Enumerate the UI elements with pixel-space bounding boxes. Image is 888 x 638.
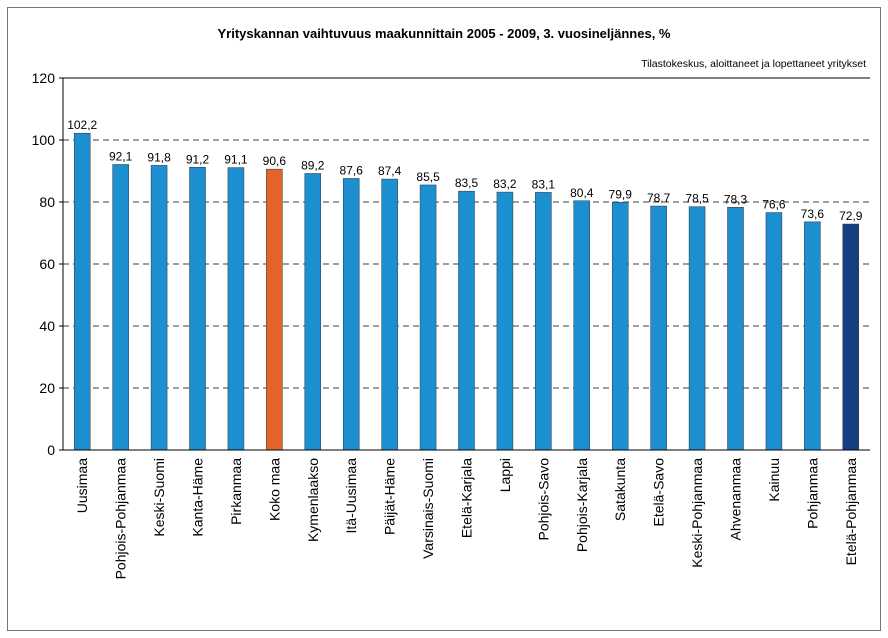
- chart-border: [7, 7, 881, 631]
- data-label: 78,7: [647, 191, 671, 205]
- y-tick-label: 40: [39, 318, 55, 334]
- x-tick-label: Satakunta: [612, 458, 628, 521]
- bar: [150, 165, 168, 451]
- data-label: 89,2: [301, 158, 325, 172]
- bar: [304, 173, 322, 451]
- bar: [573, 200, 591, 451]
- x-tick-label: Pohjois-Savo: [535, 458, 551, 541]
- x-tick-label: Lappi: [497, 458, 513, 492]
- y-tick-label: 0: [47, 442, 55, 458]
- data-label: 76,6: [762, 198, 786, 212]
- bar: [727, 207, 744, 451]
- bar: [765, 212, 783, 451]
- data-label: 83,1: [532, 177, 556, 191]
- data-label: 102,2: [67, 118, 97, 132]
- data-label: 87,4: [378, 164, 402, 178]
- bar: [189, 167, 206, 451]
- bar: [227, 167, 245, 451]
- data-label: 83,5: [455, 176, 479, 190]
- x-tick-label: Pohjois-Pohjanmaa: [113, 458, 129, 580]
- x-tick-label: Itä-Uusimaa: [343, 458, 359, 534]
- bar: [112, 164, 129, 451]
- y-tick-label: 80: [39, 194, 55, 210]
- y-tick-label: 20: [39, 380, 55, 396]
- data-label: 92,1: [109, 149, 133, 163]
- x-tick-label: Varsinais-Suomi: [420, 458, 436, 559]
- bar: [73, 132, 91, 451]
- bar: [381, 178, 398, 451]
- data-label: 72,9: [839, 209, 863, 223]
- data-label: 87,6: [340, 163, 364, 177]
- bar: [342, 178, 360, 451]
- x-tick-label: Pohjanmaa: [804, 458, 820, 529]
- data-label: 78,5: [685, 192, 709, 206]
- x-tick-label: Päijät-Häme: [382, 458, 398, 535]
- x-tick-label: Etelä-Karjala: [459, 458, 475, 538]
- x-tick-label: Kainuu: [766, 458, 782, 502]
- data-label: 91,1: [224, 153, 248, 167]
- data-label: 79,9: [609, 187, 633, 201]
- bar: [688, 206, 706, 451]
- chart-subtitle: Tilastokeskus, aloittaneet ja lopettanee…: [641, 58, 866, 70]
- y-tick-label: 60: [39, 256, 55, 272]
- bar: [535, 192, 552, 451]
- bar: [496, 191, 514, 451]
- data-label: 73,6: [801, 207, 825, 221]
- x-tick-label: Kymenlaakso: [305, 458, 321, 542]
- x-tick-label: Pirkanmaa: [228, 458, 244, 525]
- bar: [842, 223, 860, 451]
- x-tick-label: Keski-Suomi: [151, 458, 167, 537]
- chart-title: Yrityskannan vaihtuvuus maakunnittain 20…: [217, 26, 670, 41]
- x-tick-label: Uusimaa: [74, 458, 90, 513]
- bar: [804, 221, 821, 451]
- bar: [458, 190, 475, 451]
- x-tick-label: Keski-Pohjanmaa: [689, 458, 705, 568]
- data-label: 83,2: [493, 177, 517, 191]
- x-tick-label: Etelä-Pohjanmaa: [843, 458, 859, 566]
- data-label: 80,4: [570, 186, 594, 200]
- data-label: 91,2: [186, 152, 210, 166]
- x-tick-label: Ahvenanmaa: [728, 458, 744, 541]
- data-label: 85,5: [416, 170, 440, 184]
- x-tick-label: Koko maa: [266, 458, 282, 521]
- bar: [419, 184, 437, 451]
- bar: [266, 168, 283, 451]
- x-tick-label: Pohjois-Karjala: [574, 458, 590, 552]
- x-tick-label: Kanta-Häme: [190, 458, 206, 537]
- y-tick-label: 120: [32, 70, 56, 86]
- data-label: 90,6: [263, 154, 287, 168]
- data-label: 78,3: [724, 192, 748, 206]
- bar: [611, 202, 629, 451]
- bar: [650, 205, 667, 451]
- y-tick-label: 100: [32, 132, 56, 148]
- data-label: 91,8: [147, 150, 171, 164]
- x-tick-label: Etelä-Savo: [651, 458, 667, 527]
